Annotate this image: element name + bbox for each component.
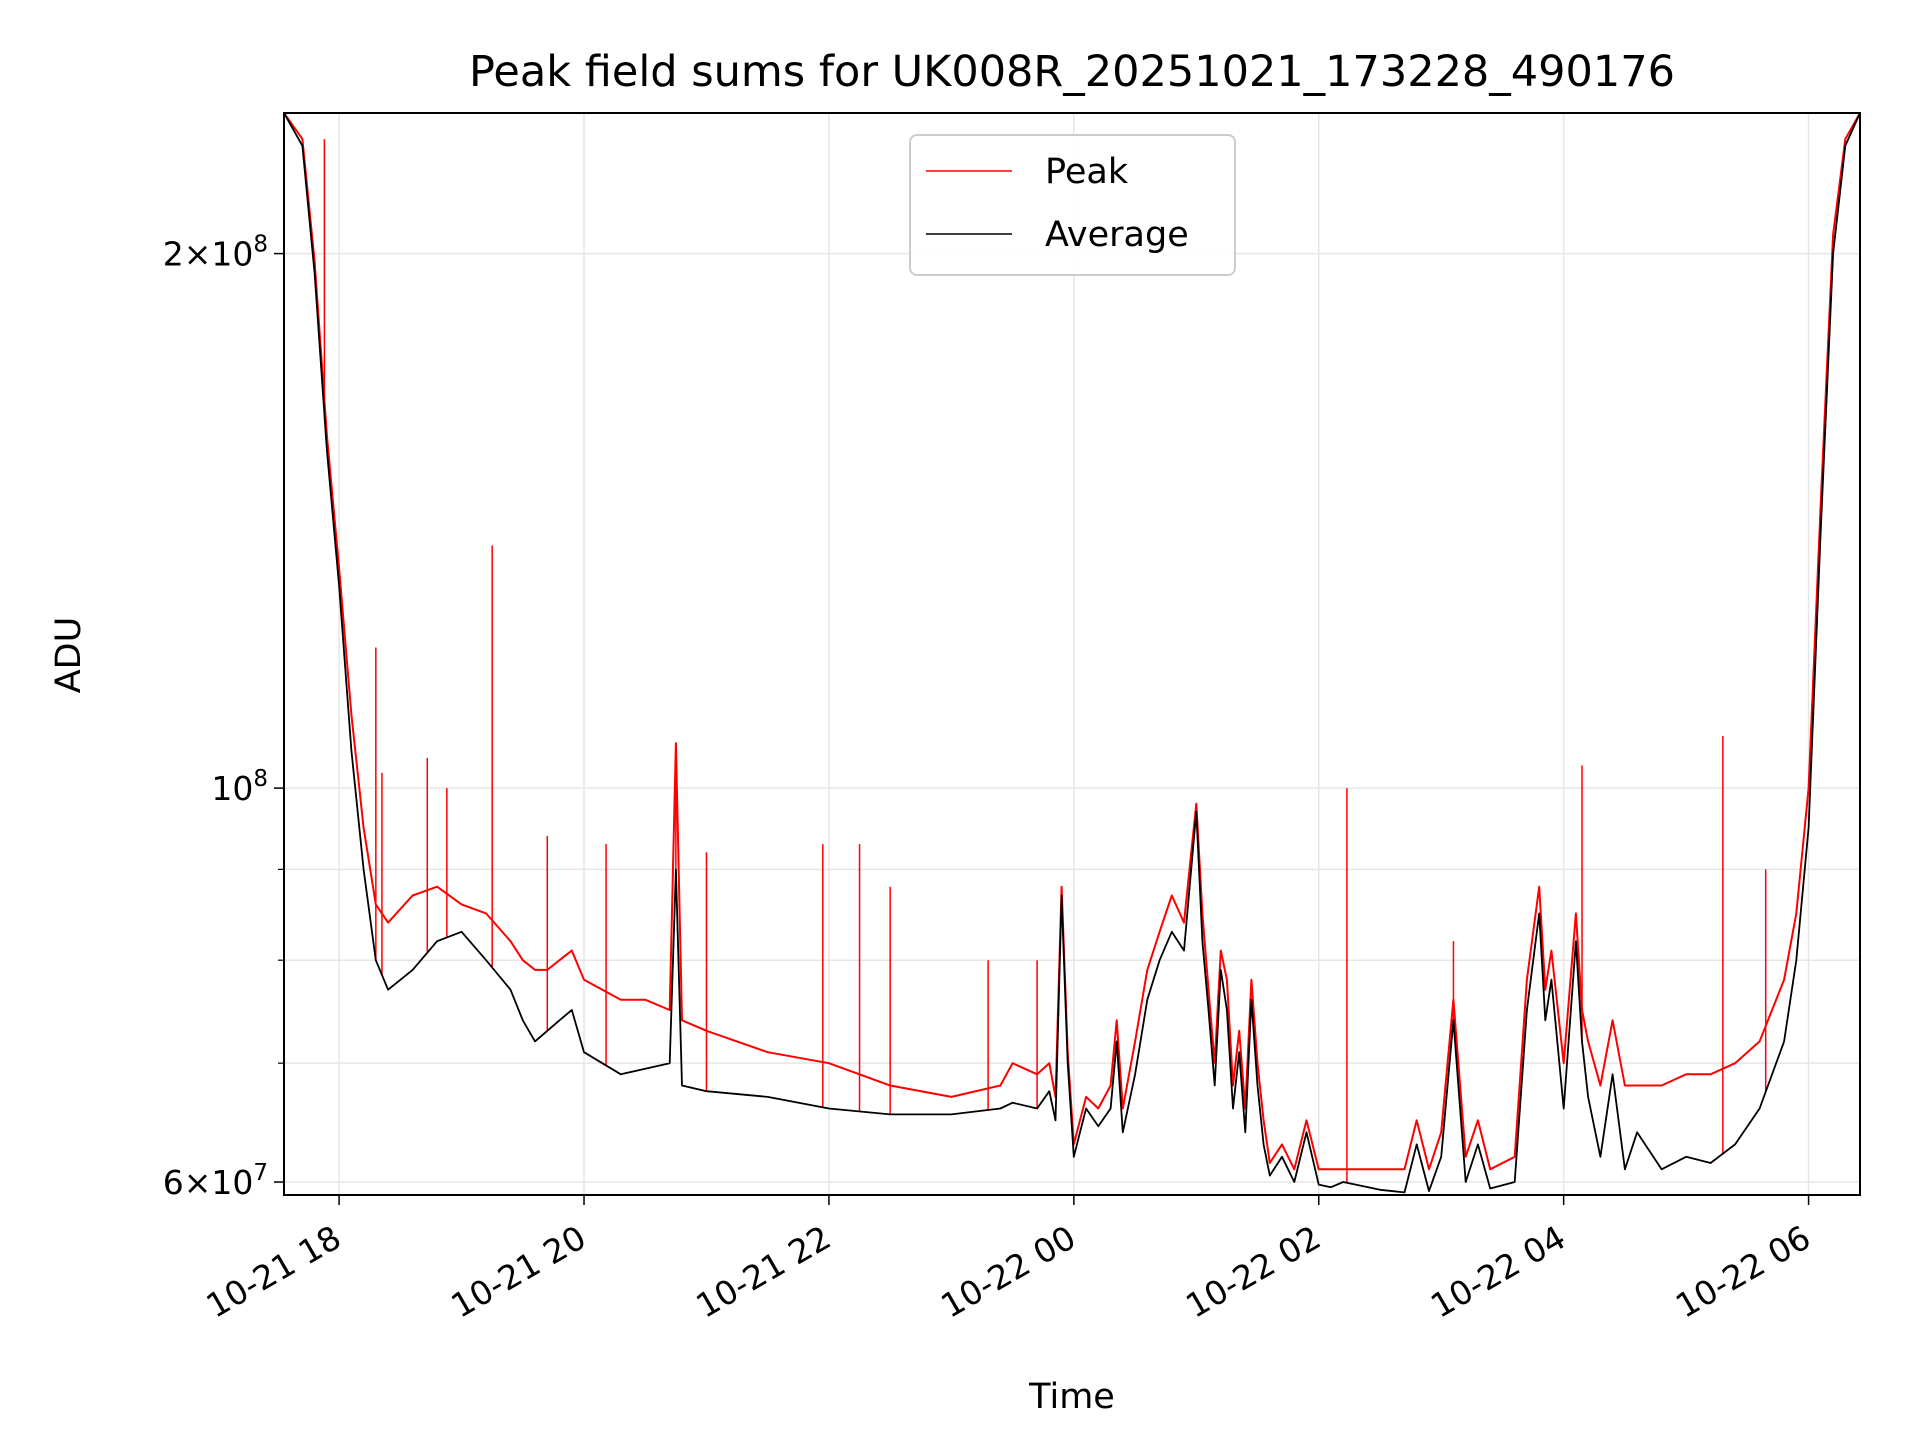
labels: Peak field sums for UK008R_20251021_1732… [49, 47, 1675, 1417]
legend-peak-label: Peak [1045, 152, 1129, 192]
y-tick-label: 6×107 [163, 1160, 268, 1202]
chart-title: Peak field sums for UK008R_20251021_1732… [469, 47, 1675, 97]
peak-series-line [283, 112, 1861, 1171]
y-tick-label: 2×108 [163, 232, 268, 274]
x-axis-label: Time [1028, 1377, 1115, 1417]
plot-frame [283, 112, 1861, 1196]
y-tick-label: 108 [211, 766, 268, 808]
legend-box [909, 134, 1236, 276]
series-layer [283, 112, 1861, 1194]
y-axis-label: ADU [49, 617, 89, 694]
legend: Peak Average [909, 134, 1236, 276]
legend-average-label: Average [1045, 215, 1189, 255]
average-series-line [283, 112, 1861, 1194]
